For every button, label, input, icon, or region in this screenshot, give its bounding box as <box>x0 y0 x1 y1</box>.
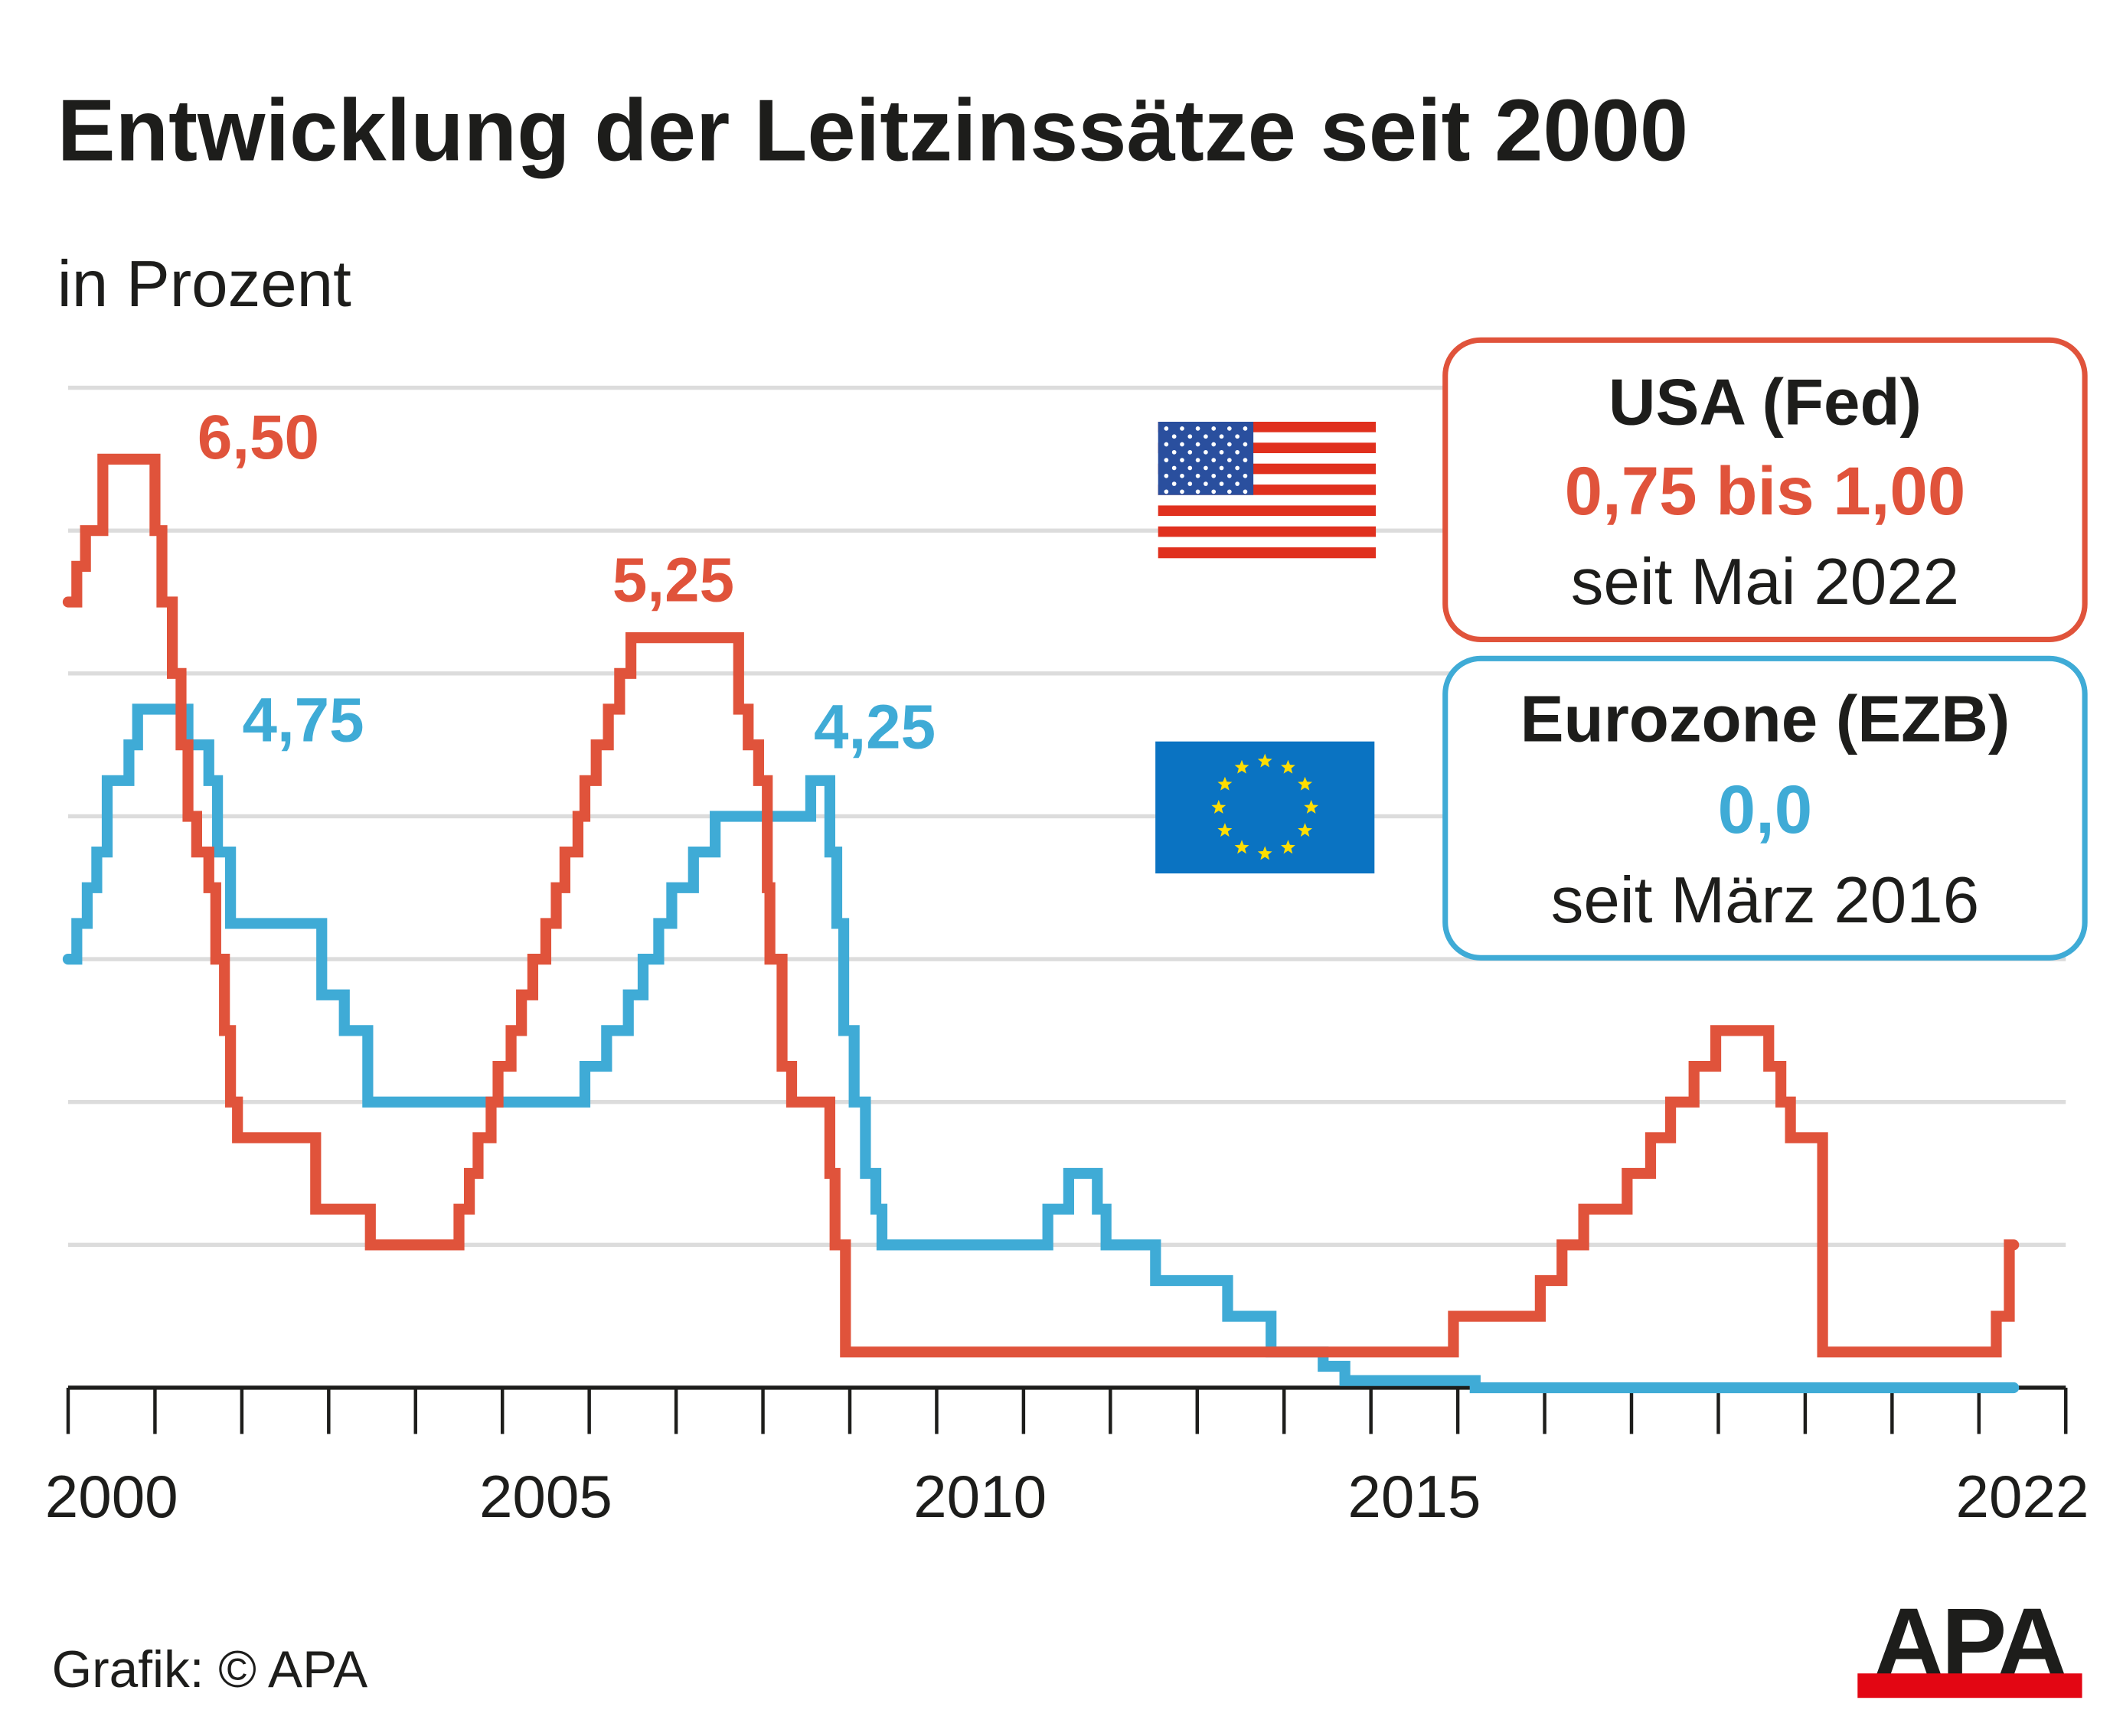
flag-star <box>1204 481 1208 486</box>
eu-star <box>1217 776 1233 791</box>
eu-star <box>1211 799 1226 814</box>
x-tick-label: 2015 <box>1347 1463 1481 1530</box>
flag-star <box>1204 434 1208 439</box>
flag-star <box>1180 426 1184 431</box>
flag-star <box>1235 465 1240 471</box>
flag-star <box>1164 489 1169 494</box>
flag-star <box>1195 442 1200 447</box>
eu-star <box>1281 840 1295 854</box>
chart-title: Entwicklung der Leitzinssätze seit 2000 <box>57 83 1688 180</box>
flag-star <box>1243 442 1248 447</box>
flag-star <box>1211 458 1217 462</box>
x-tick-label: 2005 <box>479 1463 612 1530</box>
flag-star <box>1180 458 1184 462</box>
eu-star <box>1257 846 1272 860</box>
flag-star <box>1187 481 1193 486</box>
flag-star <box>1226 458 1232 462</box>
series-lines <box>62 453 2020 1394</box>
x-tick-label: 2000 <box>45 1463 178 1530</box>
flag-star <box>1195 458 1200 462</box>
flag-star <box>1243 426 1248 431</box>
x-tick-label: 2022 <box>1956 1463 2089 1530</box>
flag-star <box>1180 473 1184 478</box>
legend-fed-value: 0,75 bis 1,00 <box>1565 453 1966 529</box>
data-label-fed-peak-2000: 6,50 <box>198 403 319 472</box>
eu-flag-icon <box>1155 741 1375 874</box>
flag-star <box>1171 465 1177 471</box>
flag-star <box>1204 465 1208 471</box>
footer-credit: Grafik: © APA <box>52 1641 368 1698</box>
flag-star <box>1164 442 1169 447</box>
legend-fed-since: seit Mai 2022 <box>1571 546 1959 618</box>
data-label-fed-peak-2006: 5,25 <box>612 546 734 615</box>
eu-star <box>1234 759 1249 774</box>
flag-star <box>1211 426 1217 431</box>
flag-star <box>1226 473 1232 478</box>
legend-ecb: Eurozone (EZB) 0,0 seit März 2016 <box>1442 655 2088 961</box>
legend-fed: USA (Fed) 0,75 bis 1,00 seit Mai 2022 <box>1442 337 2088 642</box>
flag-stripe <box>1158 526 1377 537</box>
flag-star <box>1164 458 1169 462</box>
flag-star <box>1195 473 1200 478</box>
flag-star <box>1180 489 1184 494</box>
flag-star <box>1187 449 1193 455</box>
eu-star <box>1304 799 1319 814</box>
flag-star <box>1235 481 1240 486</box>
legend-ecb-heading: Eurozone (EZB) <box>1520 684 2010 756</box>
chart-subtitle: in Prozent <box>57 248 351 321</box>
eu-star <box>1234 840 1249 854</box>
flag-star <box>1226 426 1232 431</box>
flag-star <box>1226 442 1232 447</box>
fed-rate-line <box>62 453 2020 1358</box>
apa-logo: APA <box>1857 1588 2082 1698</box>
legend-ecb-since: seit März 2016 <box>1551 864 1979 937</box>
flag-stripe <box>1158 494 1377 506</box>
flag-star <box>1211 473 1217 478</box>
flag-star <box>1171 434 1177 439</box>
eu-star <box>1217 823 1233 837</box>
flag-stripe <box>1158 547 1377 559</box>
eu-star <box>1298 823 1313 837</box>
flag-star <box>1211 489 1217 494</box>
flag-star <box>1219 434 1224 439</box>
x-tick-label: 2010 <box>913 1463 1047 1530</box>
flag-stripe <box>1158 537 1377 548</box>
flag-star <box>1195 489 1200 494</box>
data-label-ecb-peak-2008: 4,25 <box>814 693 936 762</box>
flag-star <box>1243 473 1248 478</box>
flag-star <box>1243 489 1248 494</box>
eu-star <box>1298 776 1313 791</box>
flag-star <box>1204 449 1208 455</box>
ecb-rate-line <box>62 703 2020 1394</box>
flag-star <box>1243 458 1248 462</box>
data-label-ecb-peak-2000: 4,75 <box>242 686 364 755</box>
flag-stripe <box>1158 516 1377 527</box>
legend-ecb-value: 0,0 <box>1718 772 1813 847</box>
flag-star <box>1219 449 1224 455</box>
flag-star <box>1235 449 1240 455</box>
flag-star <box>1187 434 1193 439</box>
x-axis: 2000 2005 2010 2015 2022 <box>45 1385 2089 1530</box>
flag-star <box>1164 426 1169 431</box>
eu-star <box>1281 759 1295 774</box>
flag-star <box>1195 426 1200 431</box>
flag-star <box>1219 465 1224 471</box>
flag-star <box>1171 481 1177 486</box>
flag-star <box>1187 465 1193 471</box>
us-flag-icon <box>1158 422 1377 559</box>
legend-fed-heading: USA (Fed) <box>1609 367 1922 439</box>
flag-star <box>1171 449 1177 455</box>
flag-star <box>1235 434 1240 439</box>
flag-stripe <box>1158 505 1377 517</box>
flag-star <box>1219 481 1224 486</box>
flag-star <box>1226 489 1232 494</box>
flag-star <box>1211 442 1217 447</box>
flag-star <box>1180 442 1184 447</box>
flag-star <box>1164 473 1169 478</box>
eu-star <box>1257 753 1272 768</box>
